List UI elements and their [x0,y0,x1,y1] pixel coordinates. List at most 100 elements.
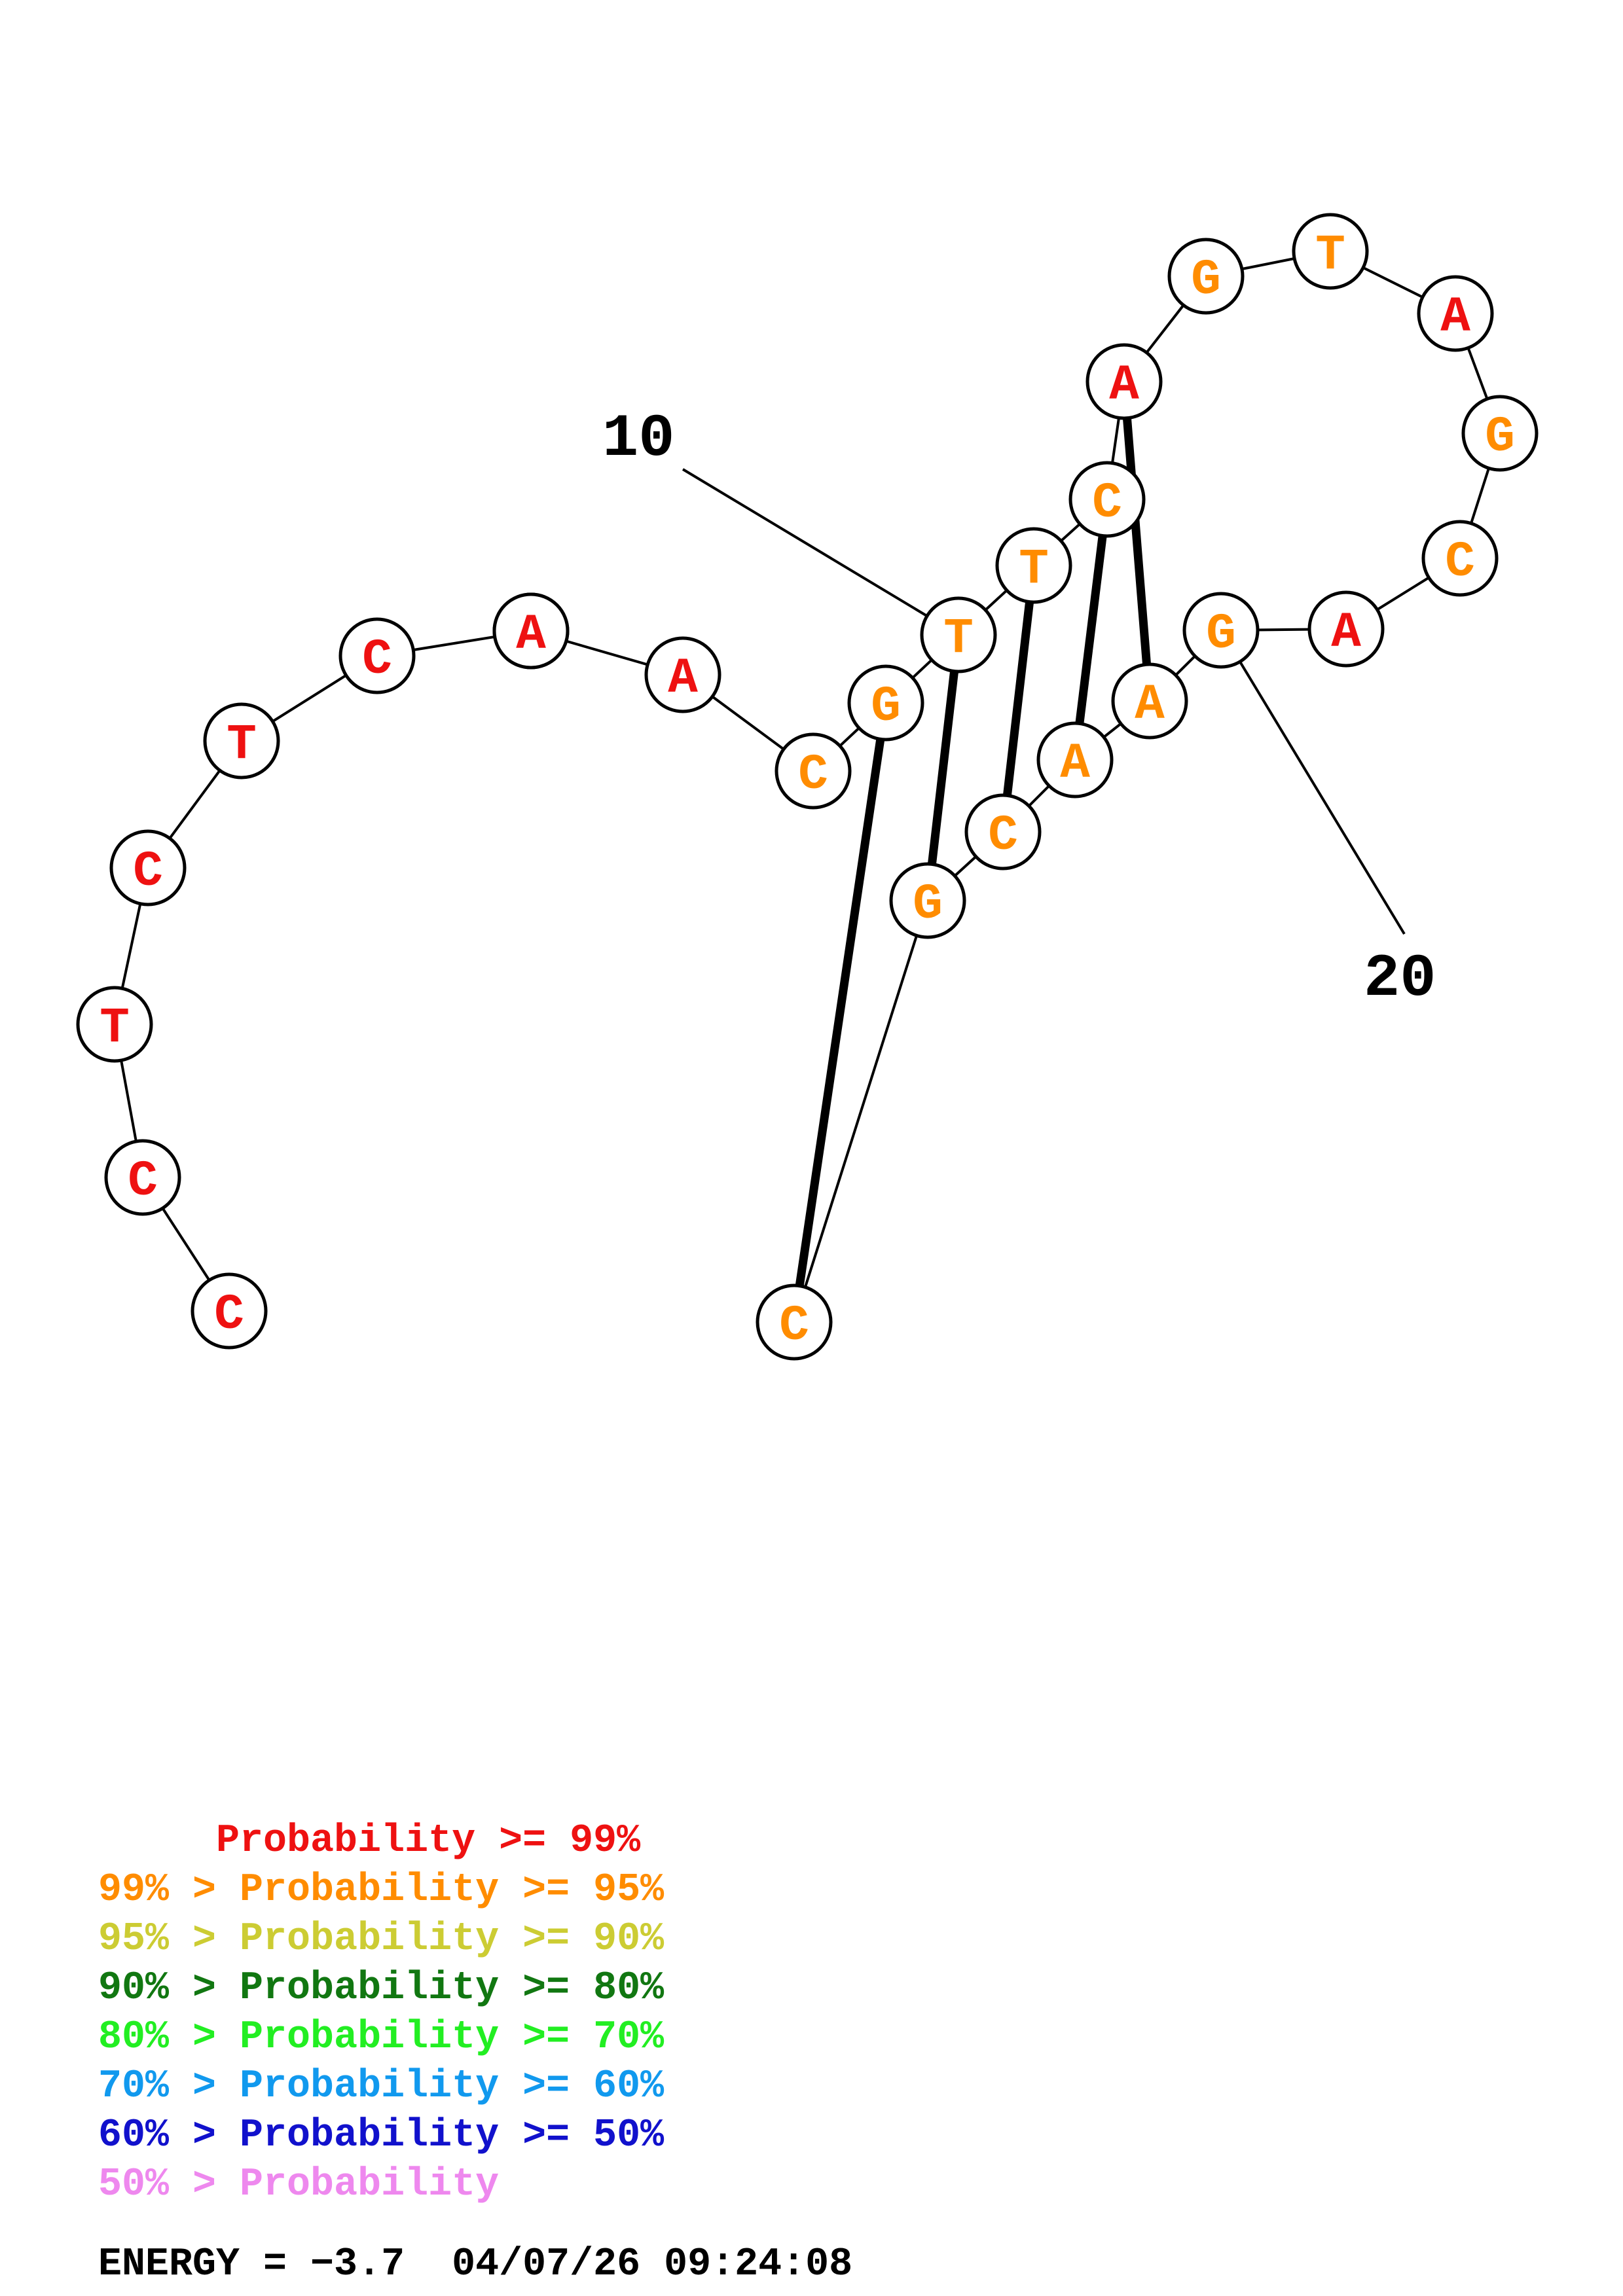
nucleotide-letter: C [779,1298,809,1354]
position-labels: 10 20 [602,404,1436,1013]
base-pair-bond [1075,535,1107,725]
nucleotide-circle [104,1139,181,1216]
nucleotide-circle [920,596,997,673]
nucleotide: G [1461,395,1539,472]
nucleotide-letter: T [227,717,257,773]
nucleotide-circle [995,527,1072,604]
position-tick-line [682,468,960,636]
base-pair-bond [927,670,959,865]
nucleotide: A [644,636,721,713]
nucleotide-letter: G [913,876,943,933]
probability-legend: Probability >= 99% 99% > Probability >= 9… [98,1819,665,2207]
nucleotide-circle [492,592,570,670]
nucleotide-letter: C [1445,534,1475,590]
nucleotide: C [109,829,187,906]
nucleotide: T [920,596,997,673]
base-pair-bond [1122,418,1152,665]
nucleotide: T [203,702,280,780]
nucleotide-circle [191,1272,268,1350]
legend-entry: 99% > Probability >= 95% [98,1868,665,1912]
base-pair-bonds [795,418,1152,1287]
nucleotide-letter: C [362,632,392,688]
nucleotide-letter: C [128,1153,158,1210]
nucleotide-letter: T [100,1000,130,1056]
nucleotide-letter: G [1191,252,1221,308]
nucleotide-circle [1417,275,1494,352]
nucleotide: A [492,592,570,670]
nucleotide: C [1421,520,1499,597]
nucleotide-circle [338,617,416,694]
nucleotide-letter: A [1135,677,1165,733]
nucleotide: C [1068,461,1146,538]
legend-entry: 50% > Probability [98,2162,499,2207]
nucleotide-circle [847,664,924,742]
nucleotide-circle [1111,662,1188,740]
nucleotide-circle [1461,395,1539,472]
legend-entry: 80% > Probability >= 70% [98,2015,665,2060]
nucleotide: C [338,617,416,694]
nucleotide-circle [1307,590,1385,668]
nucleotide: C [775,732,852,810]
position-label: 10 [602,404,674,473]
energy-footer: ENERGY = −3.7 04/07/26 09:24:08 [98,2242,852,2287]
base-pair-bond [1002,601,1034,797]
nucleotide-circle [775,732,852,810]
nucleotide-circle [756,1283,833,1361]
nucleotide-circle [1292,213,1369,290]
nucleotide-letter: A [668,651,698,707]
nucleotide: C [104,1139,181,1216]
nucleotide-circle [644,636,721,713]
nucleotide-circle [1068,461,1146,538]
nucleotide-letter: T [1315,227,1345,283]
nucleotide: G [847,664,924,742]
nucleotide-letter: C [798,747,828,803]
nucleotide-circle [964,793,1042,870]
nucleotide-circle [1182,592,1260,669]
legend-entry: 90% > Probability >= 80% [98,1966,665,2011]
legend-entry: 95% > Probability >= 90% [98,1917,665,1962]
nucleotide-letter: T [943,611,974,667]
nucleotide-letter: A [516,607,546,663]
nucleotide: A [1417,275,1494,352]
nucleotide: T [995,527,1072,604]
nucleotide-circle [1036,721,1114,798]
position-tick-line [1220,629,1406,935]
nucleotide: C [964,793,1042,870]
nucleotide: A [1085,343,1163,420]
nucleotide-letter: C [214,1287,244,1343]
nucleotide: A [1307,590,1385,668]
nucleotide-letter: C [988,808,1018,864]
legend-entry: 70% > Probability >= 60% [98,2064,665,2109]
nucleotide-letter: C [133,844,163,900]
nucleotide-circle [1085,343,1163,420]
position-label: 20 [1364,944,1436,1013]
base-pair-bond [795,738,885,1287]
backbone-link [793,900,929,1323]
position-tick-lines [682,468,1406,935]
nucleotide: T [76,986,153,1063]
nucleotide: G [889,862,966,939]
nucleotide-circle [889,862,966,939]
nucleotide-circle [109,829,187,906]
nucleotide-letter: G [1485,409,1515,465]
nucleotide-circle [203,702,280,780]
legend-entry: Probability >= 99% [98,1819,641,1863]
nucleotide-circle [1421,520,1499,597]
nucleotide: G [1167,238,1245,315]
nucleotides: CCTCTCCAACGTTCAGTAGCAGAACGC [76,213,1539,1361]
nucleotide-letter: A [1331,605,1361,661]
nucleotide-letter: G [1206,606,1236,662]
nucleotide: C [191,1272,268,1350]
nucleotide: T [1292,213,1369,290]
nucleotide: A [1036,721,1114,798]
nucleotide: A [1111,662,1188,740]
nucleotide-letter: C [1092,475,1122,531]
nucleotide-letter: A [1440,289,1470,346]
nucleotide-circle [76,986,153,1063]
nucleotide: G [1182,592,1260,669]
legend-entry: 60% > Probability >= 50% [98,2113,665,2158]
nucleotide-letter: A [1109,357,1139,414]
nucleotide-letter: A [1060,736,1090,792]
nucleotide-circle [1167,238,1245,315]
